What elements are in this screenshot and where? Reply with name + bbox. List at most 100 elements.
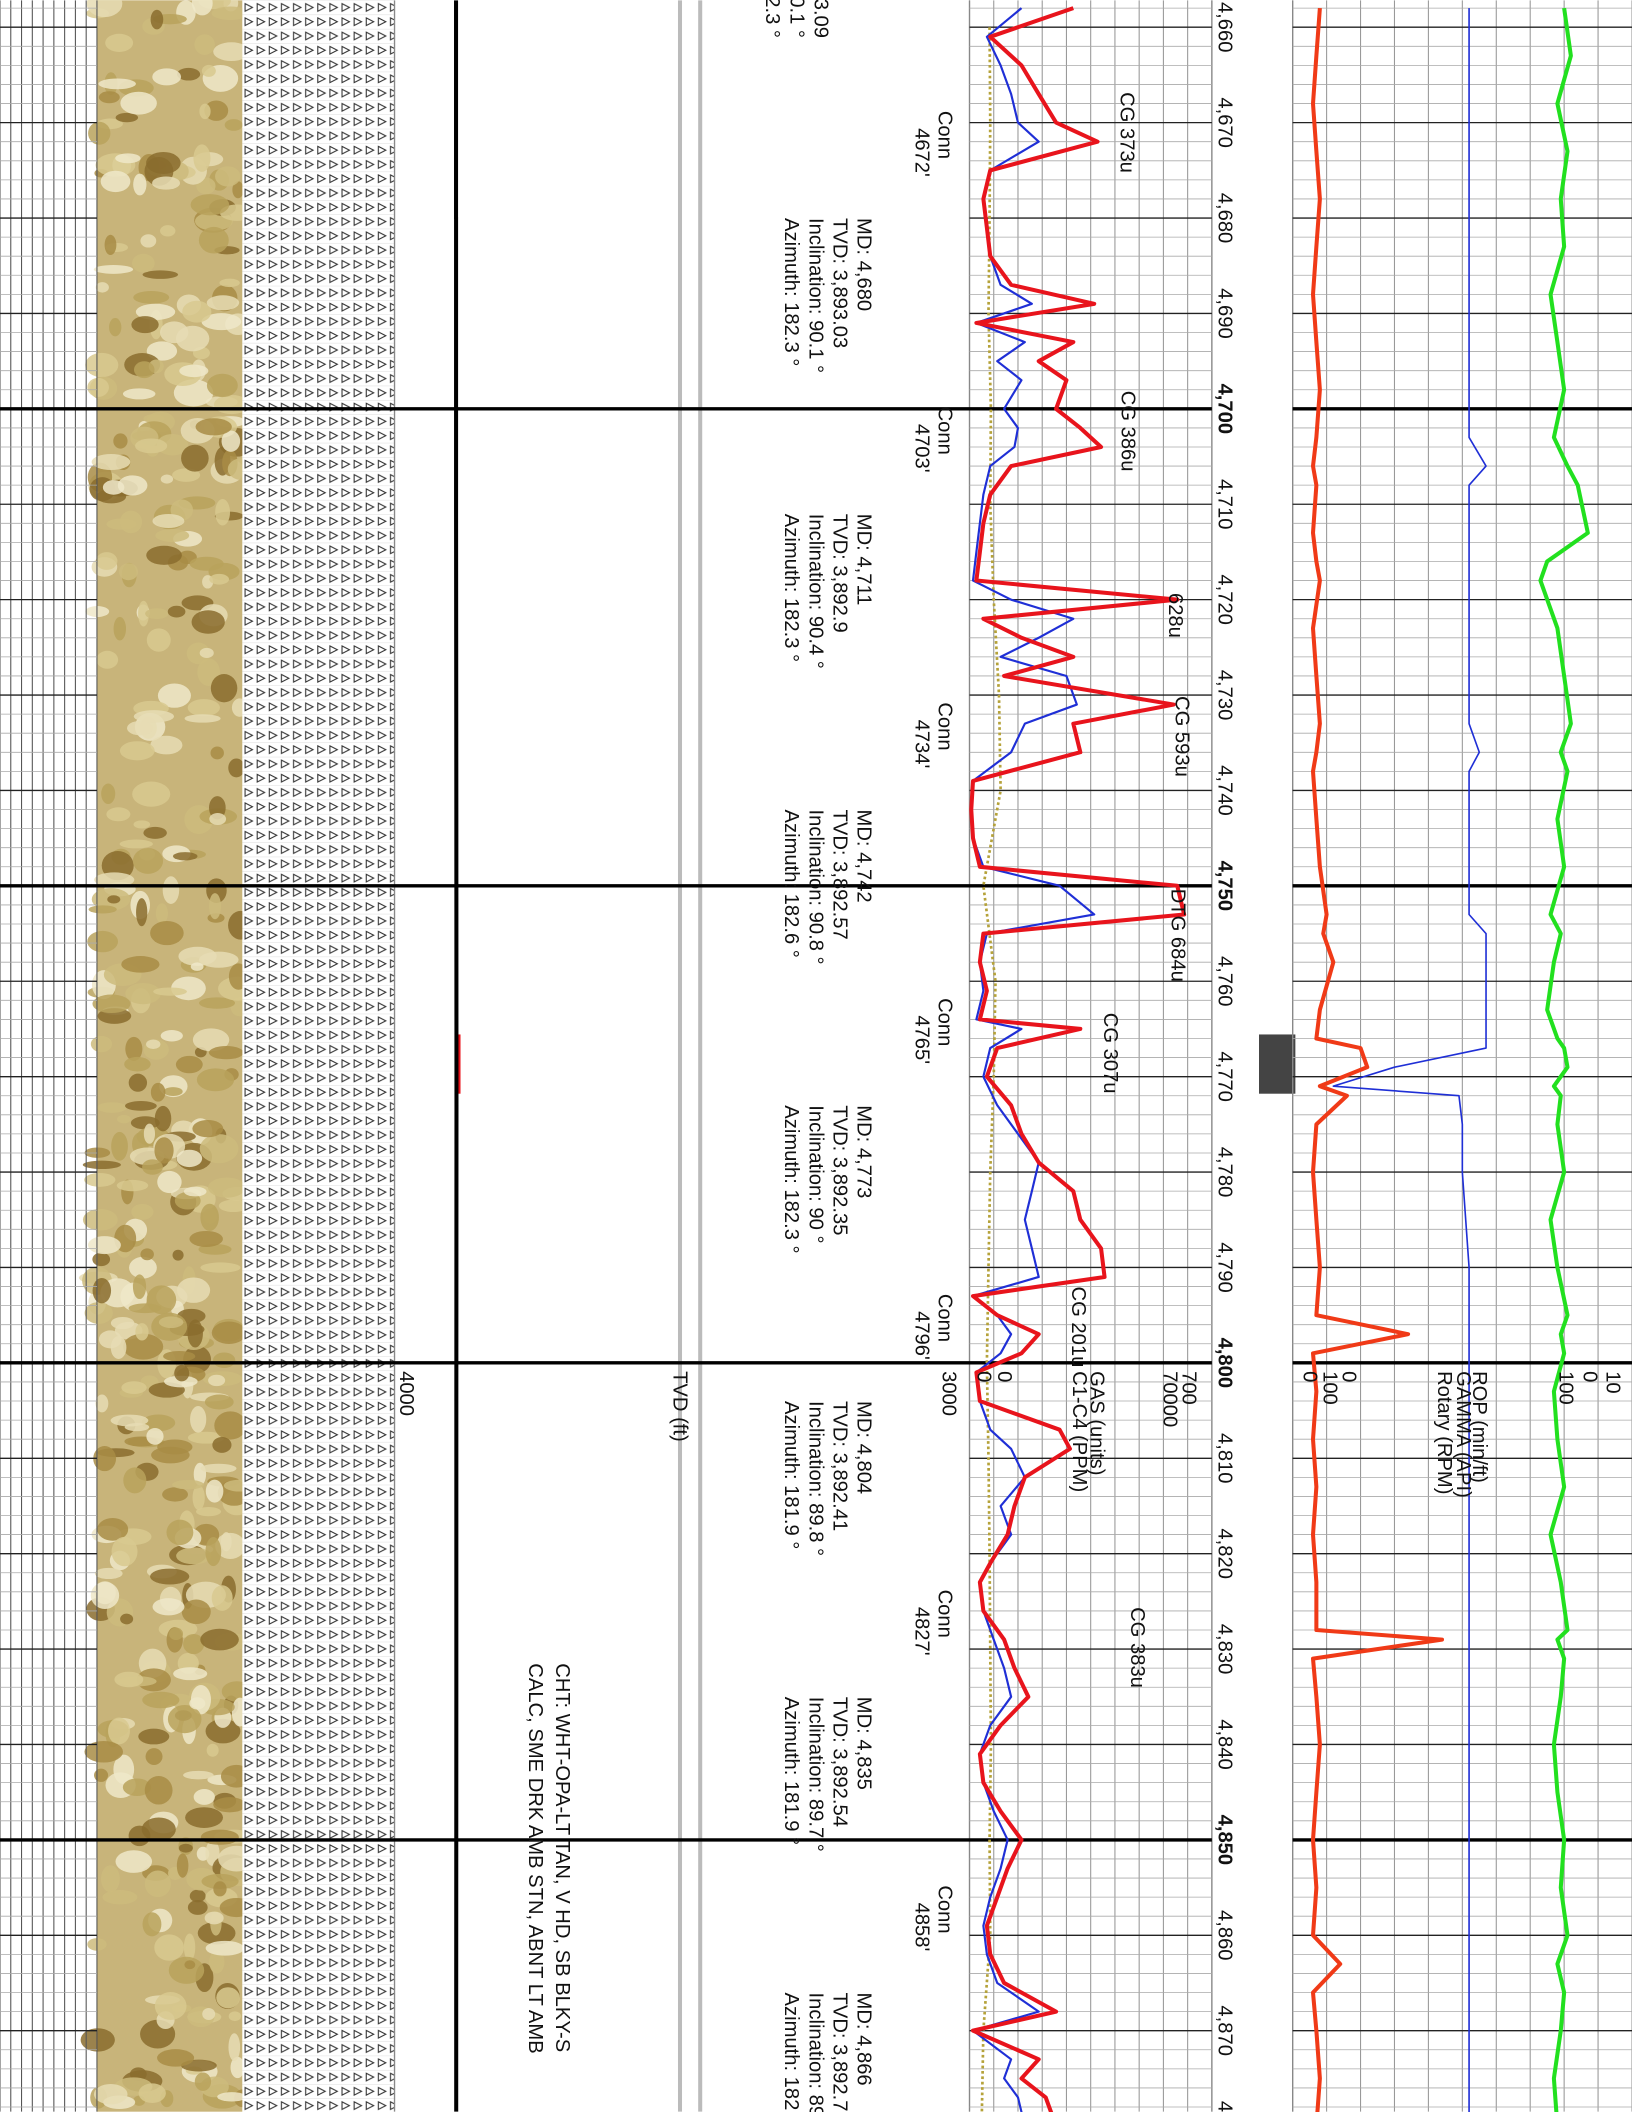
grain bbox=[172, 468, 201, 482]
grain bbox=[167, 1704, 202, 1734]
survey-inclination: Inclination: 89.8 ° bbox=[804, 1401, 826, 1556]
grain bbox=[106, 518, 138, 530]
grain bbox=[205, 1840, 220, 1867]
conn-label: Conn bbox=[934, 407, 956, 455]
depth-label: 4,790 bbox=[1214, 1242, 1236, 1293]
grain bbox=[216, 1987, 240, 2009]
grain bbox=[160, 474, 174, 484]
grain bbox=[213, 42, 250, 62]
grain bbox=[132, 1274, 147, 1300]
grain bbox=[205, 1940, 245, 1956]
survey-partial: 82.3 ° bbox=[761, 0, 783, 38]
grain bbox=[110, 1336, 127, 1360]
survey-md: MD: 4,711 bbox=[853, 514, 875, 606]
depth-label: 4,810 bbox=[1214, 1433, 1236, 1484]
survey-tvd: TVD: 3,893.03 bbox=[829, 218, 851, 348]
grain bbox=[204, 100, 229, 121]
conn-label: Conn bbox=[934, 111, 956, 159]
grain bbox=[206, 373, 238, 398]
grain bbox=[183, 1933, 196, 1961]
grain bbox=[190, 962, 204, 971]
grain bbox=[115, 112, 139, 123]
grain bbox=[150, 9, 164, 30]
grain bbox=[175, 325, 210, 352]
depth-label: 4,720 bbox=[1214, 574, 1236, 625]
grain bbox=[163, 1087, 183, 1096]
grain bbox=[212, 1352, 236, 1369]
grain bbox=[133, 710, 175, 723]
grain bbox=[150, 920, 184, 946]
scale-name: ROP (min/ft) bbox=[1468, 1371, 1490, 1483]
grain bbox=[128, 1825, 151, 1847]
grain bbox=[93, 2083, 128, 2105]
grain bbox=[94, 1567, 123, 1580]
grain bbox=[172, 1249, 184, 1261]
grain bbox=[115, 1850, 153, 1873]
grain bbox=[205, 1537, 222, 1567]
grain bbox=[211, 6, 250, 21]
trace-curve bbox=[980, 27, 1002, 2112]
survey-tvd: TVD: 3,892.41 bbox=[829, 1401, 851, 1531]
grain bbox=[82, 1208, 118, 1231]
grain bbox=[192, 1485, 205, 1511]
grain bbox=[111, 1536, 138, 1567]
scale-min: 0 bbox=[973, 1371, 995, 1382]
grain bbox=[176, 67, 201, 81]
grain bbox=[217, 2092, 247, 2102]
survey-azimuth: Azimuth: 182.3 ° bbox=[780, 514, 802, 662]
grain bbox=[205, 1479, 224, 1503]
grain bbox=[135, 303, 176, 321]
grain bbox=[94, 872, 135, 888]
survey-inclination: Inclination: 90.1 ° bbox=[804, 218, 826, 373]
grain bbox=[194, 2072, 212, 2091]
grain bbox=[88, 905, 117, 914]
grain bbox=[90, 1035, 113, 1053]
grain bbox=[160, 225, 176, 237]
grain bbox=[215, 499, 231, 526]
grain bbox=[173, 379, 214, 407]
grain bbox=[164, 1375, 198, 1388]
grain bbox=[109, 318, 122, 337]
grain bbox=[200, 1829, 239, 1845]
grain bbox=[175, 1055, 203, 1074]
grain bbox=[184, 1960, 196, 1970]
grain bbox=[107, 895, 121, 904]
grain bbox=[187, 699, 220, 717]
grain bbox=[132, 253, 155, 273]
scale-right: 0 bbox=[1579, 1371, 1601, 1382]
grain bbox=[146, 341, 178, 361]
grain bbox=[181, 1599, 211, 1625]
scale-left: 100 bbox=[1319, 1371, 1341, 1405]
grain bbox=[218, 1199, 249, 1213]
grain bbox=[189, 1889, 206, 1903]
grain bbox=[146, 628, 171, 652]
gas-annotation: CG 386u bbox=[1117, 391, 1139, 472]
survey-azimuth: Azimuth: 181.9 ° bbox=[780, 1697, 802, 1845]
grain bbox=[204, 1394, 234, 1410]
depth-label: 4,740 bbox=[1214, 765, 1236, 816]
depth-label: 4,730 bbox=[1214, 670, 1236, 721]
grain bbox=[135, 438, 168, 454]
grain bbox=[176, 1149, 203, 1168]
grain bbox=[138, 1728, 170, 1745]
grain bbox=[183, 1633, 205, 1655]
grain bbox=[189, 556, 224, 571]
grain bbox=[172, 1479, 204, 1490]
grain bbox=[211, 1585, 233, 1611]
survey-inclination: Inclination: 90.4 ° bbox=[804, 514, 826, 669]
grain bbox=[88, 121, 111, 145]
survey-tvd: TVD: 3,892.35 bbox=[829, 1105, 851, 1235]
grain bbox=[176, 1277, 211, 1303]
grain bbox=[167, 605, 186, 618]
grain bbox=[141, 1414, 176, 1432]
scale-right: 10 bbox=[1601, 1371, 1623, 1393]
grain bbox=[144, 1870, 171, 1898]
grain bbox=[228, 758, 245, 778]
grain bbox=[209, 796, 226, 820]
grain bbox=[200, 1628, 239, 1651]
gas-annotation: CG 201u bbox=[1067, 1287, 1089, 1368]
grain bbox=[209, 893, 221, 920]
grain bbox=[153, 987, 187, 996]
grain bbox=[122, 388, 156, 400]
